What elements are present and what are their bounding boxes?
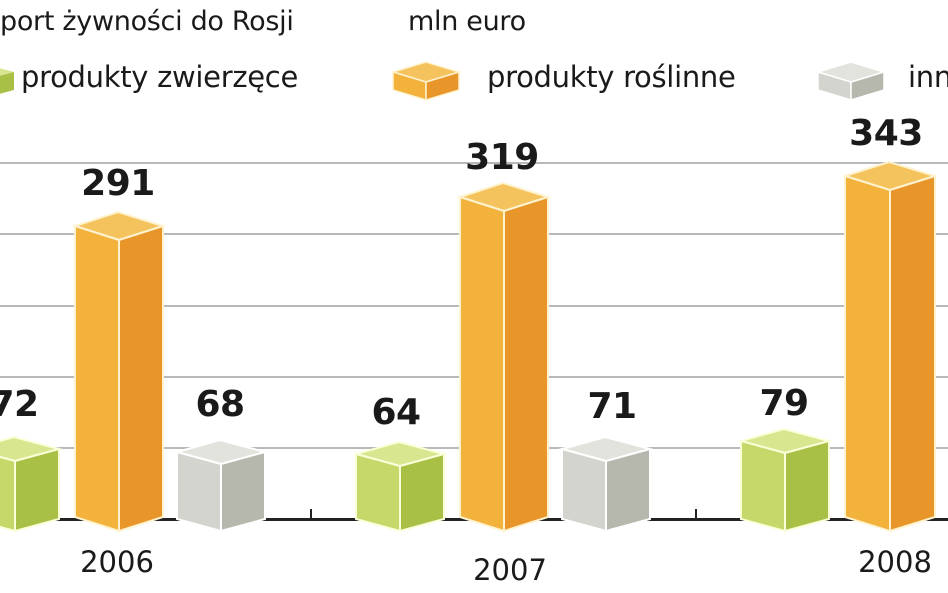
x-axis-tick xyxy=(695,509,697,519)
unit-label: mln euro xyxy=(408,6,526,37)
value-label-2006-animal: 72 xyxy=(0,384,39,425)
bar-2007-animal xyxy=(352,440,448,533)
gray-box-icon xyxy=(815,61,887,102)
value-label-2008-animal: 79 xyxy=(759,383,809,424)
bar-2006-plant xyxy=(71,210,167,533)
bar-2006-other xyxy=(173,438,269,533)
bar-2007-other xyxy=(558,435,654,533)
orange-box-icon xyxy=(390,61,462,102)
legend xyxy=(0,58,948,108)
year-label-2008: 2008 xyxy=(858,545,932,579)
chart-title: port żywności do Rosji xyxy=(0,6,294,37)
value-label-2007-animal: 64 xyxy=(371,392,421,433)
value-label-2007-other: 71 xyxy=(587,386,637,427)
value-label-2006-other: 68 xyxy=(195,384,245,425)
legend-label-plant: produkty roślinne xyxy=(487,60,736,94)
x-axis-tick xyxy=(310,509,312,519)
value-label-2007-plant: 319 xyxy=(465,137,539,178)
gridline xyxy=(0,162,948,164)
legend-label-other: inn xyxy=(908,60,948,94)
bar-2007-plant xyxy=(456,181,552,533)
year-label-2007: 2007 xyxy=(473,553,547,587)
bar-2006-animal xyxy=(0,435,63,533)
value-label-2006-plant: 291 xyxy=(81,163,155,204)
green-box-icon xyxy=(0,68,14,94)
bar-2008-animal xyxy=(737,427,833,533)
year-label-2006: 2006 xyxy=(80,545,154,579)
bar-2008-plant xyxy=(841,160,939,533)
legend-label-animal: produkty zwierzęce xyxy=(21,60,298,94)
value-label-2008-plant: 343 xyxy=(849,113,923,154)
